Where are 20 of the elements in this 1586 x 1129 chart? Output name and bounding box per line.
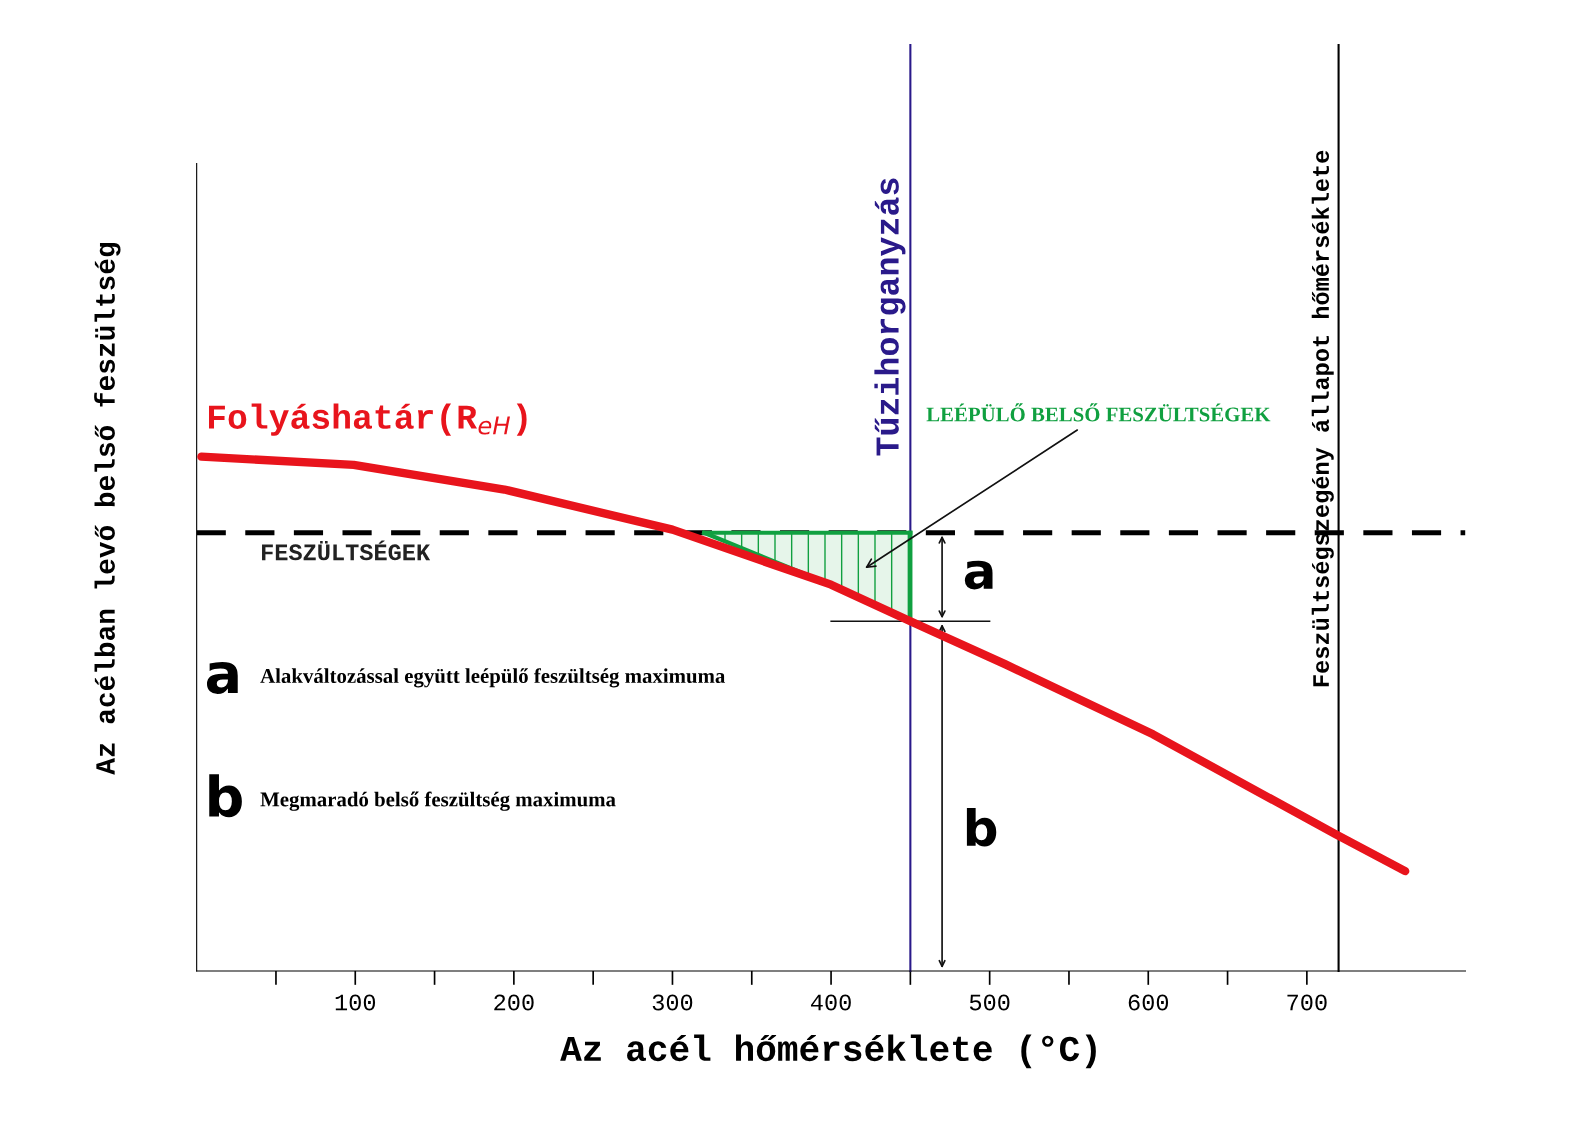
x-tick-label: 600 — [1128, 994, 1169, 1011]
annotation: Alakváltozással együtt leépülő feszültség maximuma — [260, 668, 726, 688]
x-tick-label: 100 — [335, 994, 376, 1011]
x-tick-label: 500 — [969, 994, 1010, 1011]
x-tick-label: 200 — [494, 994, 534, 1011]
text: LEÉPÜLŐ BELSŐ FESZÜLTSÉGEK — [926, 403, 1271, 422]
x-axis-title: Az acél hőmérséklete (°C) — [560, 1034, 1096, 1069]
x-tick-label: 300 — [652, 994, 693, 1011]
ref-line-label: Feszültségszegény állapot hőmérséklete — [1311, 150, 1334, 687]
annotation: a — [206, 662, 238, 694]
annotation: a — [964, 560, 993, 590]
annotation: b — [209, 774, 242, 818]
ref-line-label: Tűzihorganyzás — [874, 178, 906, 456]
ref-line-label: FESZÜLTSÉGEK — [262, 540, 431, 561]
annotation: Megmaradó belső feszültség maximuma — [260, 791, 616, 811]
x-tick-label: 400 — [811, 994, 851, 1011]
series-label: Folyáshatár(R$_{eH}$) — [209, 403, 527, 436]
x-tick-label: 700 — [1287, 994, 1327, 1011]
y-axis-title: Az acélban levő belső feszültség — [94, 242, 121, 775]
annotation: b — [966, 807, 997, 847]
